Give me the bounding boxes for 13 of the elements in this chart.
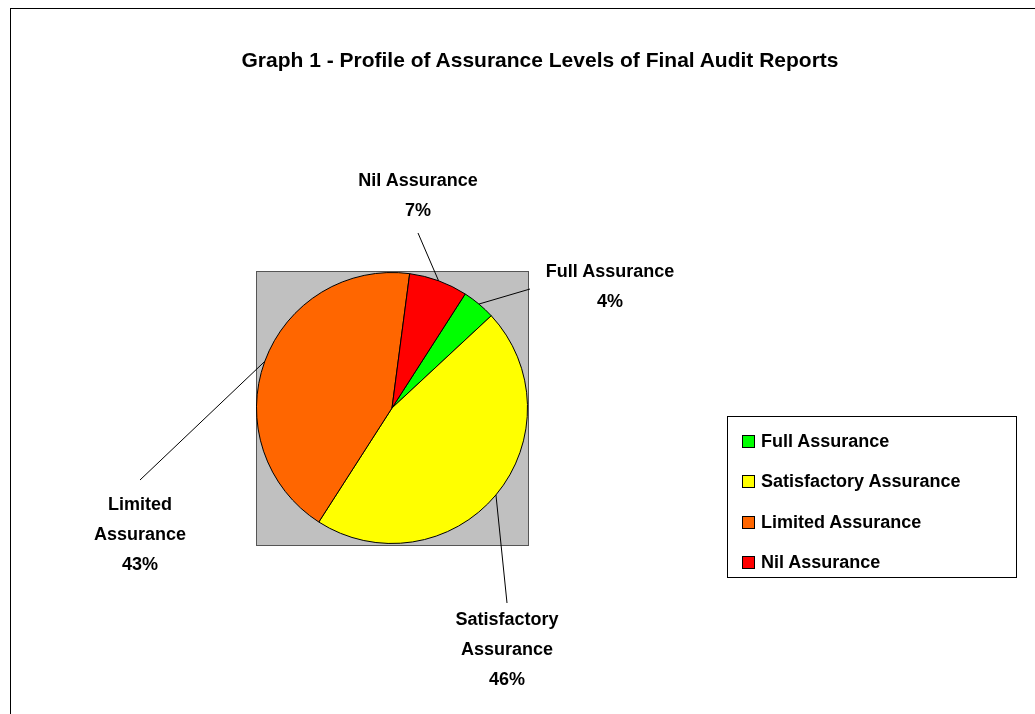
legend-label: Limited Assurance xyxy=(761,511,922,533)
slice-label: Full Assurance xyxy=(545,260,675,281)
data-label: 43% xyxy=(121,553,159,574)
slice-label: Satisfactory Assurance xyxy=(455,608,559,659)
legend-label: Satisfactory Assurance xyxy=(761,471,961,493)
chart-title: Graph 1 - Profile of Assurance Levels of Final Audit Reports xyxy=(240,48,840,72)
data-label: 4% xyxy=(596,290,624,311)
data-label: 46% xyxy=(488,668,526,689)
legend-label: Full Assurance xyxy=(761,430,890,452)
slice-label: Nil Assurance xyxy=(358,169,478,190)
legend-label: Nil Assurance xyxy=(761,552,881,574)
data-label: 7% xyxy=(404,199,432,220)
slice-label: Limited Assurance xyxy=(93,493,187,544)
